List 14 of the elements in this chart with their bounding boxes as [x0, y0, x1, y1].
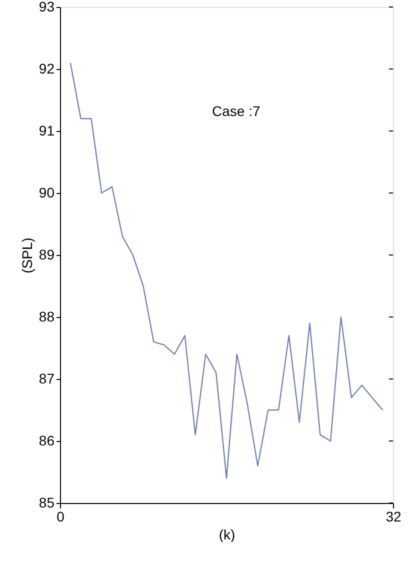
y-tick-label: 87: [38, 370, 55, 386]
y-tick-label: 91: [38, 122, 55, 138]
x-tick-label: 0: [56, 508, 65, 524]
y-tick-label: 86: [38, 432, 55, 448]
x-tick-label: 32: [386, 508, 402, 524]
line-series: [70, 62, 384, 479]
y-tick-label: 92: [38, 60, 55, 76]
y-axis-title: (SPL): [18, 238, 35, 274]
y-tick-label: 93: [38, 0, 55, 14]
annotation: Case :7: [212, 103, 260, 119]
y-tick-label: 88: [38, 308, 55, 324]
y-tick-label: 90: [38, 184, 55, 200]
y-tick-label: 89: [38, 246, 55, 262]
y-tick-label: 85: [38, 494, 55, 510]
